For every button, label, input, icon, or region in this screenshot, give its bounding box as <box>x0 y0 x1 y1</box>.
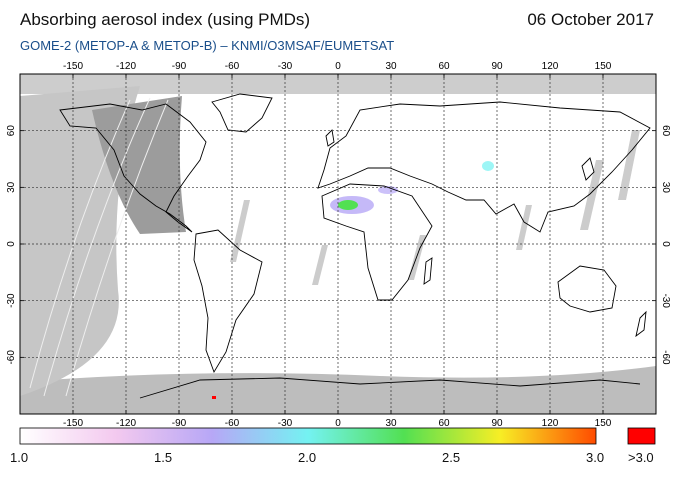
lon-tick-label-top: 0 <box>335 61 341 72</box>
lon-tick-label-bottom: 120 <box>542 418 559 429</box>
lon-tick-label-top: 90 <box>491 61 503 72</box>
lon-tick-label-top: 150 <box>595 61 612 72</box>
lon-tick-label-bottom: 90 <box>491 418 503 429</box>
lat-tick-label-left: 30 <box>6 181 17 193</box>
coastline-madagascar <box>423 257 433 285</box>
aerosol-plume-sahara <box>330 186 398 214</box>
lon-tick-label-top: 120 <box>542 61 559 72</box>
axis-ticks: -150 -150 -120 -120 -90 -90 -60 -60 -30 -30 0 0 30 30… <box>6 61 671 429</box>
lat-tick-label-right: -30 <box>660 293 671 308</box>
lat-tick-label-left: -30 <box>6 293 17 308</box>
lat-tick-label-left: -60 <box>6 350 17 365</box>
lon-tick-label-bottom: -120 <box>116 418 136 429</box>
colorbar-label-1-5: 1.5 <box>154 450 173 465</box>
lon-tick-label-bottom: -30 <box>278 418 293 429</box>
coastline-australia <box>557 265 617 313</box>
lon-tick-label-bottom: 60 <box>438 418 450 429</box>
coastline-greenland <box>211 93 273 133</box>
aerosol-hotspot <box>212 396 216 399</box>
lon-tick-label-top: -30 <box>278 61 293 72</box>
colorbar-label-2-0: 2.0 <box>298 450 317 465</box>
colorbar-label-2-5: 2.5 <box>442 450 461 465</box>
lon-tick-label-bottom: 150 <box>595 418 612 429</box>
lon-tick-label-top: 30 <box>385 61 397 72</box>
lon-tick-label-bottom: -60 <box>225 418 240 429</box>
map-date: 06 October 2017 <box>527 10 654 29</box>
night-side-darker-area <box>92 96 186 234</box>
coastline-new-zealand <box>635 310 647 338</box>
lat-tick-label-right: 60 <box>660 125 671 137</box>
lat-tick-label-right: 0 <box>660 241 671 247</box>
graticule <box>20 74 656 414</box>
swath-line <box>29 99 131 389</box>
colorbar-label-3-0: 3.0 <box>586 450 605 465</box>
coastline-south-america <box>193 229 263 374</box>
coastline-britain <box>325 129 335 147</box>
colorbar-over-box <box>627 427 656 445</box>
lon-tick-label-bottom: -90 <box>172 418 187 429</box>
swath-line <box>43 97 151 397</box>
colorbar <box>19 427 597 445</box>
lon-tick-label-bottom: 30 <box>385 418 397 429</box>
coastline-eurasia <box>317 101 651 233</box>
lon-tick-label-bottom: -150 <box>63 418 83 429</box>
lat-tick-label-right: -60 <box>660 350 671 365</box>
lat-tick-label-left: 0 <box>6 241 17 247</box>
lon-tick-label-top: -150 <box>63 61 83 72</box>
lon-tick-label-top: -60 <box>225 61 240 72</box>
lon-tick-label-top: -120 <box>116 61 136 72</box>
lon-tick-label-top: -90 <box>172 61 187 72</box>
coastlines <box>59 93 651 399</box>
aerosol-patch-asia <box>482 161 494 171</box>
lon-tick-label-top: 60 <box>438 61 450 72</box>
colorbar-over-label: >3.0 <box>628 450 654 465</box>
lat-tick-label-right: 30 <box>660 182 671 194</box>
map-title: Absorbing aerosol index (using PMDs) <box>20 10 311 29</box>
map-subtitle: GOME-2 (METOP-A & METOP-B) – KNMI/O3MSAF… <box>20 38 395 53</box>
coastline-north-america <box>59 103 207 233</box>
map-layers <box>20 74 656 414</box>
lat-tick-label-left: 60 <box>6 125 17 137</box>
coastline-antarctica <box>139 377 641 399</box>
coastline-japan <box>581 157 595 181</box>
lon-tick-label-bottom: 0 <box>335 418 341 429</box>
colorbar-label-1-0: 1.0 <box>10 450 29 465</box>
